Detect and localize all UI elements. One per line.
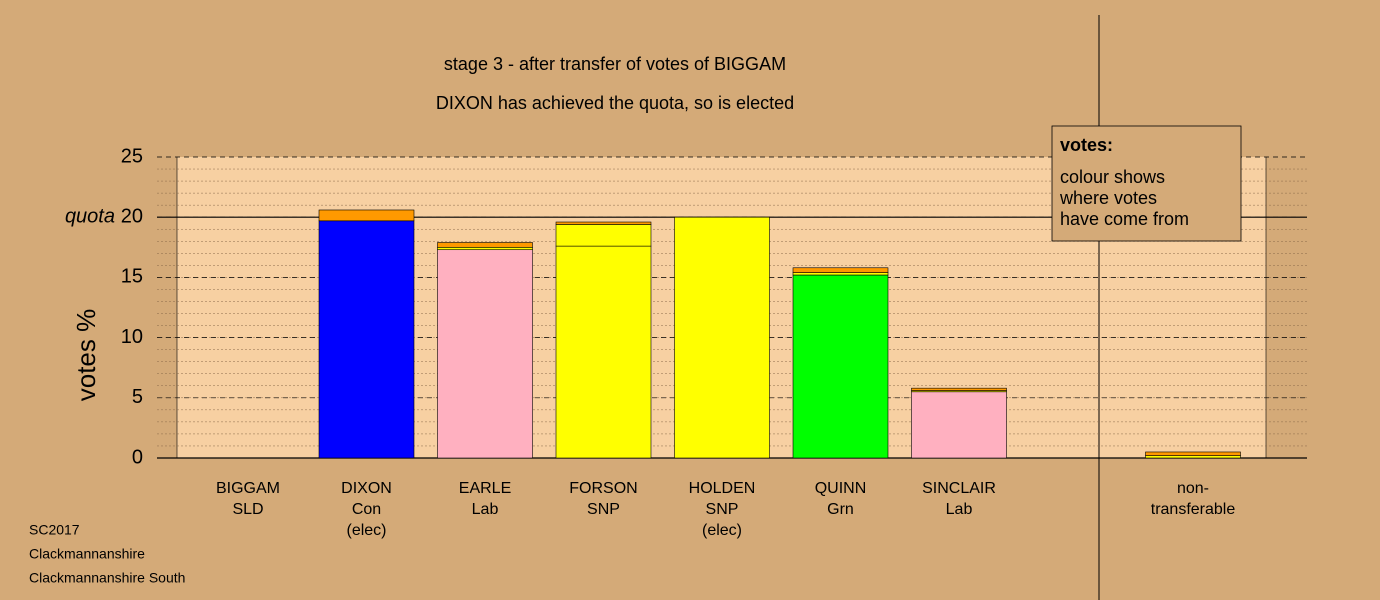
- bar-segment: [911, 387, 1007, 391]
- legend-title: votes:: [1060, 135, 1113, 155]
- y-tick-label: 0: [132, 446, 143, 468]
- x-tick-label: (elec): [346, 522, 386, 539]
- x-tick-label: SINCLAIR: [922, 480, 996, 497]
- bar-segment: [1145, 455, 1241, 459]
- quota-label: quota: [65, 205, 115, 227]
- legend-box: [1051, 125, 1242, 242]
- x-tick-label: BIGGAM: [216, 480, 280, 497]
- bar-segment: [1145, 451, 1241, 456]
- y-tick-label: 5: [132, 386, 143, 408]
- footer-text: Clackmannanshire South: [29, 570, 185, 586]
- x-tick-label: transferable: [1151, 501, 1236, 518]
- bar-segment: [318, 209, 415, 222]
- chart-subtitle: DIXON has achieved the quota, so is elec…: [436, 93, 794, 113]
- bars: [318, 209, 1241, 459]
- bar-segment: [437, 249, 533, 459]
- footer-text: SC2017: [29, 522, 80, 538]
- legend-text: colour shows: [1060, 167, 1165, 187]
- x-tick-label: Con: [352, 501, 381, 518]
- x-tick-label: Lab: [946, 501, 973, 518]
- x-tick-label: QUINN: [815, 480, 867, 497]
- bar-segment: [318, 220, 415, 459]
- x-tick-label: Grn: [827, 501, 854, 518]
- bar-segment: [555, 224, 652, 247]
- x-tick-label: HOLDEN: [689, 480, 756, 497]
- bar-segment: [792, 267, 889, 273]
- y-tick-label: 20: [121, 205, 143, 227]
- bar-segment: [555, 221, 652, 225]
- y-tick-label: 10: [121, 326, 143, 348]
- x-tick-label: SLD: [232, 501, 263, 518]
- x-tick-label: FORSON: [569, 480, 637, 497]
- legend-text: where votes: [1059, 188, 1157, 208]
- bar-segment: [437, 242, 533, 248]
- x-tick-label: DIXON: [341, 480, 392, 497]
- x-tick-label: SNP: [706, 501, 739, 518]
- chart-title: stage 3 - after transfer of votes of BIG…: [444, 54, 786, 74]
- footer-text: Clackmannanshire: [29, 546, 145, 562]
- bar-segment: [792, 274, 889, 459]
- x-tick-label: Lab: [472, 501, 499, 518]
- x-tick-label: EARLE: [459, 480, 511, 497]
- x-tick-label: SNP: [587, 501, 620, 518]
- y-axis-label: votes %: [71, 309, 101, 402]
- bar-segment: [437, 247, 533, 251]
- x-tick-label: (elec): [702, 522, 742, 539]
- bar-segment: [792, 272, 889, 276]
- x-tick-label: non-: [1177, 480, 1209, 497]
- y-tick-label: 15: [121, 266, 143, 288]
- legend-text: have come from: [1060, 209, 1189, 229]
- bar-segment: [911, 391, 1007, 459]
- y-tick-label: 25: [121, 145, 143, 167]
- bar-segment: [555, 245, 652, 459]
- bar-segment: [674, 216, 770, 459]
- axis: 0 5 10 15 20 25 quota BIGGAM SLD DIXON Con (elec) EA…: [65, 145, 1235, 539]
